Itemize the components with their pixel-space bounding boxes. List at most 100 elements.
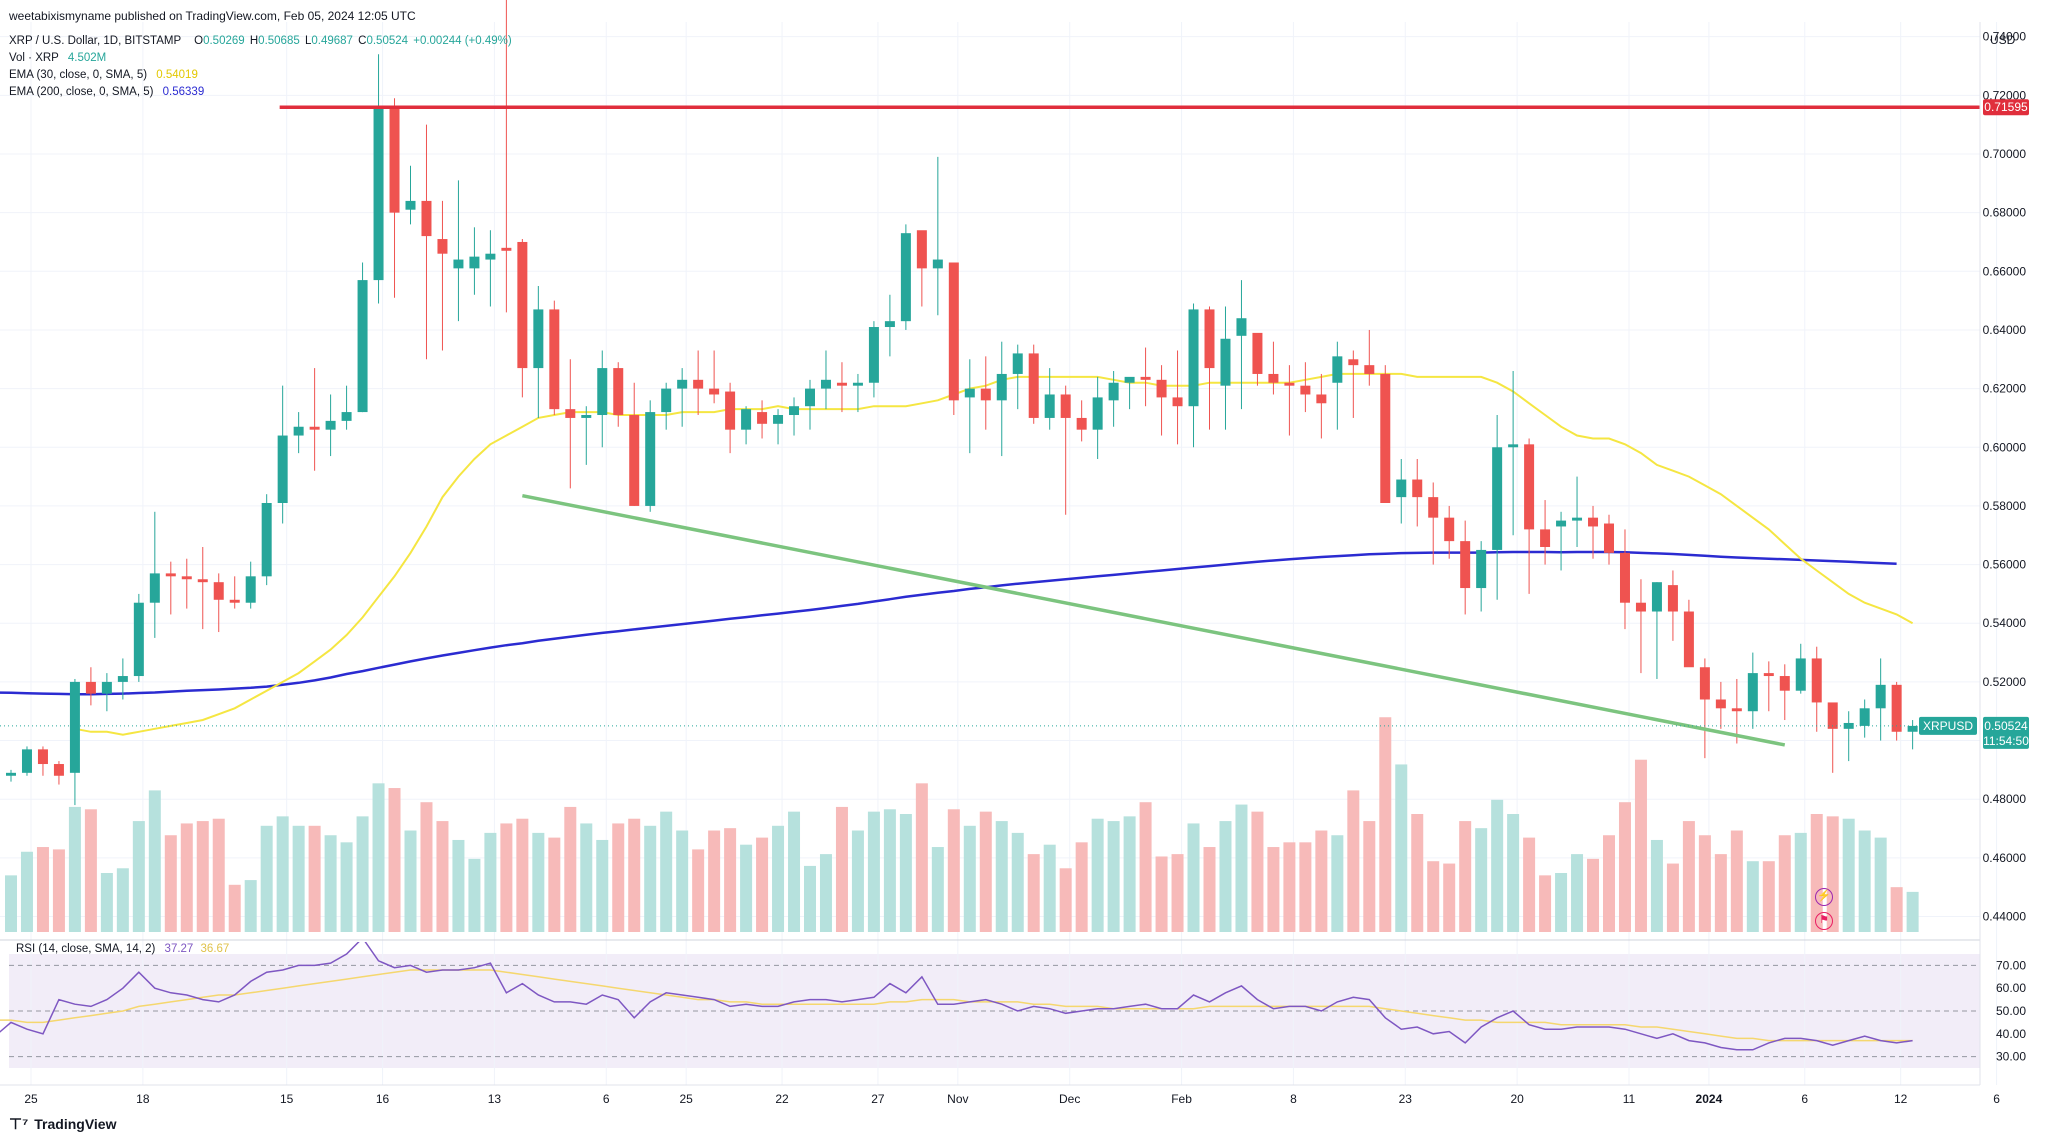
candle-body — [101, 681, 112, 694]
volume-bar — [1459, 821, 1472, 932]
time-tick-label: 11 — [1623, 1092, 1636, 1106]
symbol-ohlc-row: XRP / U.S. Dollar, 1D, BITSTAMP O0.50269… — [9, 35, 512, 47]
price-tick-label: 0.72000 — [1983, 88, 2027, 102]
time-tick-label: 6 — [1801, 1092, 1808, 1106]
candle-body — [565, 409, 576, 418]
time-tick-label: 18 — [136, 1092, 150, 1106]
high-value: 0.50685 — [258, 35, 300, 47]
time-tick-label: 13 — [488, 1092, 502, 1106]
volume-bar — [68, 806, 81, 932]
volume-bar — [867, 811, 880, 932]
volume-bar — [1059, 868, 1072, 932]
candle-body — [37, 749, 48, 765]
candle-body — [1124, 376, 1135, 383]
volume-bar — [340, 842, 353, 932]
volume-bar — [1347, 790, 1360, 932]
indicator-lines — [0, 372, 1914, 736]
candle-body — [1140, 376, 1151, 380]
candle-body — [757, 412, 768, 424]
volume-bar — [1555, 873, 1568, 932]
low-value: 0.49687 — [311, 35, 353, 47]
candle-body — [309, 426, 320, 430]
candle-body — [133, 602, 144, 677]
candle-body — [868, 327, 879, 383]
candle-body — [21, 749, 32, 773]
candle-body — [533, 309, 544, 369]
volume-bar — [804, 865, 816, 932]
ema200-legend[interactable]: EMA (200, close, 0, SMA, 5) 0.56339 — [9, 85, 204, 100]
candle-body — [1604, 523, 1614, 553]
candle-body — [373, 107, 384, 281]
candle-body — [1859, 708, 1870, 726]
price-tick-label: 0.44000 — [1983, 910, 2027, 924]
volume-bar — [100, 873, 113, 932]
time-tick-label: 23 — [1399, 1092, 1413, 1106]
price-tick-label: 0.54000 — [1983, 616, 2027, 630]
volume-bar — [1315, 830, 1328, 932]
volume-bar — [1091, 818, 1104, 932]
candle-series — [6, 0, 1918, 806]
volume-bar — [708, 830, 721, 932]
volume-bar — [1475, 828, 1488, 932]
support-trendline — [522, 493, 1786, 747]
time-tick-label: 8 — [1290, 1092, 1297, 1106]
ema30-legend[interactable]: EMA (30, close, 0, SMA, 5) 0.54019 — [9, 68, 198, 83]
rsi-legend[interactable]: RSI (14, close, SMA, 14, 2) 37.27 36.67 — [16, 943, 229, 955]
time-tick-label: Dec — [1059, 1092, 1080, 1106]
candle-body — [469, 256, 480, 269]
rsi-ma-legend-value: 36.67 — [200, 943, 230, 955]
time-tick-label: 16 — [376, 1092, 390, 1106]
volume-bar — [1523, 837, 1536, 932]
volume-bar — [899, 814, 912, 932]
volume-bar — [1746, 861, 1759, 932]
rsi-series — [0, 942, 1980, 1058]
time-tick-label: Feb — [1171, 1092, 1192, 1106]
candle-body — [149, 573, 160, 603]
volume-bar — [148, 790, 161, 932]
candle-body — [1060, 394, 1071, 418]
volume-bar — [1155, 856, 1168, 932]
volume-legend[interactable]: Vol · XRP 4.502M — [9, 51, 106, 66]
candle-body — [836, 382, 847, 386]
price-tick-label: 0.60000 — [1983, 440, 2027, 454]
price-tick-label: 0.66000 — [1983, 264, 2027, 278]
volume-bar — [52, 849, 65, 932]
candle-body — [1779, 676, 1790, 691]
symbol-title[interactable]: XRP / U.S. Dollar, 1D, BITSTAMP — [9, 35, 181, 47]
flag-icon[interactable]: ⚑ — [1815, 912, 1833, 930]
candle-body — [1763, 673, 1774, 677]
last-price-label: 0.50524 — [1984, 719, 2028, 733]
candle-body — [1204, 309, 1215, 369]
candle-body — [1316, 394, 1327, 404]
candle-body — [1012, 353, 1023, 374]
time-tick-label: 25 — [24, 1092, 38, 1106]
candle-body — [805, 388, 815, 407]
price-tick-label: 0.68000 — [1983, 206, 2027, 220]
volume-bar — [660, 811, 673, 932]
rsi-legend-value: 37.27 — [164, 943, 194, 955]
price-tick-label: 0.58000 — [1983, 499, 2027, 513]
lightning-icon[interactable]: ⚡ — [1815, 888, 1833, 906]
volume-bar — [1682, 821, 1695, 932]
candle-body — [69, 681, 80, 773]
rsi-tick-label: 40.00 — [1996, 1027, 2026, 1041]
volume-bar — [1714, 854, 1727, 932]
volume-bar — [1123, 816, 1136, 932]
volume-bar — [1587, 858, 1600, 932]
candle-body — [1827, 702, 1838, 729]
volume-bar — [612, 823, 625, 932]
candle-body — [1220, 338, 1231, 386]
rsi-ma-line — [0, 969, 1913, 1042]
rsi-tick-label: 70.00 — [1996, 958, 2026, 972]
candle-body — [277, 435, 288, 503]
candle-body — [1380, 373, 1391, 503]
rsi-tick-label: 50.00 — [1996, 1004, 2026, 1018]
volume-bar — [1075, 842, 1088, 932]
candle-body — [1556, 520, 1567, 527]
time-tick-label: 20 — [1510, 1092, 1524, 1106]
candle-body — [1891, 684, 1902, 732]
volume-bar — [1331, 835, 1344, 932]
tradingview-brand[interactable]: ⊤⁷ TradingView — [9, 1115, 116, 1133]
volume-bar — [1235, 804, 1248, 932]
